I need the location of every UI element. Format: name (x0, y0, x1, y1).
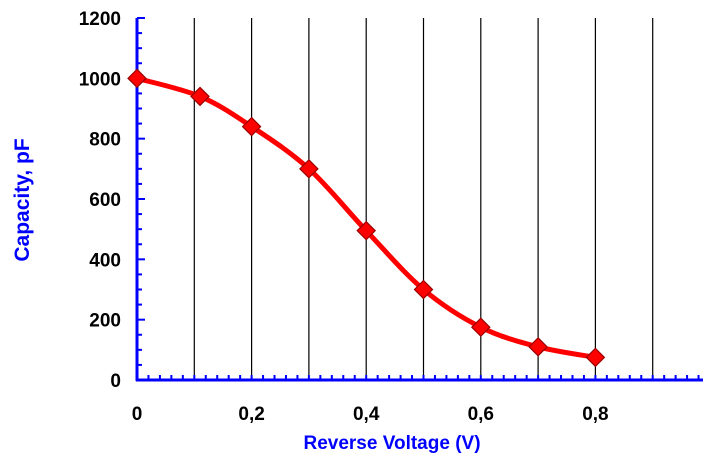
y-tick-label: 400 (89, 250, 121, 271)
data-markers (127, 68, 606, 368)
data-point-marker (127, 68, 147, 89)
data-point-marker (528, 336, 548, 357)
data-point-marker (299, 158, 319, 179)
x-tick-label: 0,2 (238, 404, 264, 425)
x-tick-label: 0,6 (468, 404, 494, 425)
data-point-marker (356, 220, 377, 241)
x-tick-label: 0,8 (582, 404, 608, 425)
y-tick-label: 1200 (79, 9, 121, 30)
x-tick-label: 0,4 (353, 404, 380, 425)
x-tick-label: 0 (132, 404, 143, 425)
y-tick-label: 200 (89, 311, 121, 332)
data-point-marker (470, 317, 491, 338)
data-point-marker (190, 86, 210, 107)
x-axis-label: Reverse Voltage (V) (303, 433, 480, 454)
data-point-marker (585, 347, 606, 368)
data-point-marker (413, 279, 434, 300)
axes (135, 17, 703, 382)
y-tick-label: 600 (89, 190, 121, 211)
y-axis-label: Capacity, pF (11, 138, 34, 261)
data-point-marker (241, 116, 262, 137)
y-tick-label: 800 (89, 130, 121, 151)
grid-lines (193, 18, 654, 380)
y-tick-label: 1000 (79, 69, 121, 90)
y-tick-label: 0 (110, 371, 121, 392)
